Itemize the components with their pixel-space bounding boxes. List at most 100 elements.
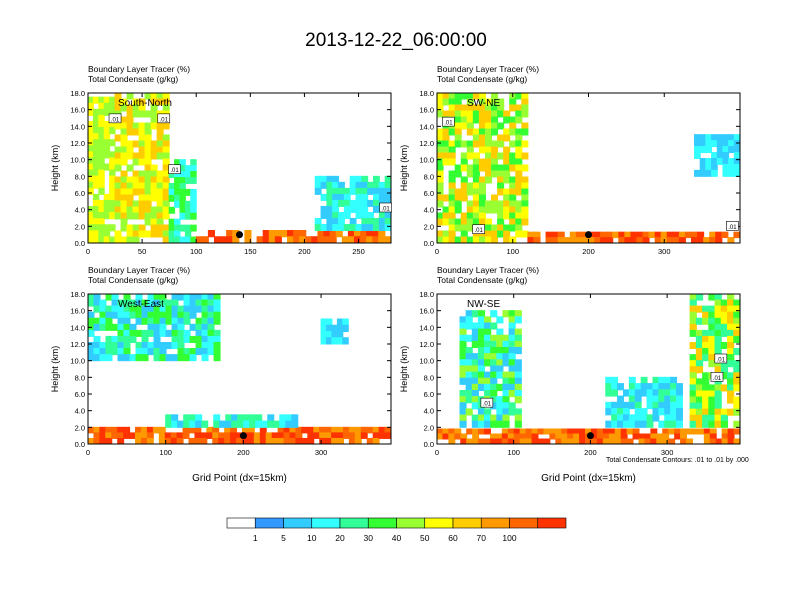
tracer-cell <box>207 311 215 319</box>
tracer-cell <box>99 311 107 319</box>
tracer-cell <box>123 299 131 307</box>
tracer-cell <box>514 340 522 349</box>
x-tick-label: 100 <box>159 448 172 457</box>
tracer-cell <box>491 152 499 160</box>
tracer-cell <box>183 329 191 337</box>
tracer-cell <box>650 433 658 440</box>
tracer-cell <box>454 218 462 226</box>
tracer-cell <box>454 236 462 243</box>
tracer-cell <box>495 433 503 440</box>
tracer-cell <box>490 371 498 379</box>
tracer-cell <box>733 231 740 239</box>
tracer-cell <box>98 151 105 159</box>
y-tick-label: 4.0 <box>424 407 434 416</box>
plot-frame <box>87 92 392 244</box>
tracer-cell <box>509 116 517 124</box>
tracer-cell <box>503 212 511 220</box>
tracer-cell <box>460 93 468 100</box>
tracer-cell <box>224 426 232 434</box>
tracer-cell <box>189 311 197 319</box>
tracer-cell <box>117 335 125 343</box>
tracer-cell <box>338 211 345 219</box>
tracer-cell <box>650 438 658 444</box>
tracer-cell <box>88 145 94 153</box>
tracer-cell <box>573 438 581 444</box>
tracer-cell <box>311 236 319 243</box>
tracer-cell <box>232 236 240 243</box>
tracer-cell <box>689 366 697 374</box>
tracer-cell <box>99 348 107 356</box>
tracer-cell <box>195 236 203 243</box>
tracer-cell <box>189 348 197 356</box>
tracer-cell <box>183 348 191 356</box>
tracer-cell <box>491 116 499 124</box>
tracer-cell <box>733 335 740 343</box>
tracer-cell <box>437 200 444 208</box>
tracer-cell <box>448 104 456 112</box>
tracer-cell <box>293 236 301 243</box>
tracer-cell <box>652 408 660 416</box>
tracer-cell <box>490 322 498 330</box>
tracer-cell <box>138 110 146 118</box>
tracer-cell <box>646 389 654 397</box>
tracer-cell <box>168 171 176 179</box>
tracer-cell <box>384 187 391 195</box>
tracer-cell <box>126 110 134 118</box>
tracer-cell <box>720 360 729 368</box>
tracer-cell <box>93 426 101 434</box>
tracer-cell <box>437 158 444 166</box>
tracer-cell <box>722 157 730 165</box>
colorbar-label: 30 <box>364 533 374 543</box>
tracer-cell <box>442 134 450 142</box>
tracer-cell <box>120 206 128 214</box>
tracer-cell <box>478 182 486 190</box>
tracer-cell <box>484 98 493 106</box>
tracer-cell <box>491 224 499 232</box>
tracer-cell <box>92 120 100 129</box>
tracer-cell <box>478 146 486 154</box>
tracer-cell <box>126 128 134 136</box>
tracer-cell <box>722 152 730 159</box>
tracer-cell <box>521 140 529 148</box>
tracer-cell <box>88 169 94 177</box>
tracer-cell <box>189 420 197 428</box>
tracer-cell <box>702 329 710 337</box>
tracer-cell <box>448 158 456 166</box>
tracer-cell <box>594 231 602 239</box>
tracer-cell <box>708 323 716 331</box>
tracer-cell <box>126 212 134 220</box>
tracer-cell <box>144 188 152 196</box>
tracer-cell <box>129 311 137 319</box>
tracer-cell <box>519 433 527 440</box>
tracer-cell <box>437 164 444 172</box>
tracer-cell <box>702 348 710 356</box>
tracer-cell <box>472 212 480 220</box>
tracer-cell <box>484 408 492 416</box>
tracer-cell <box>319 426 327 434</box>
tracer-cell <box>99 341 107 350</box>
tracer-cell <box>150 140 158 148</box>
tracer-cell <box>120 116 128 124</box>
tracer-cell <box>135 305 143 313</box>
tracer-cell <box>448 200 456 208</box>
tracer-cell <box>159 329 167 337</box>
tracer-cell <box>490 340 498 349</box>
tracer-cell <box>168 194 176 202</box>
tracer-cell <box>384 193 391 201</box>
tracer-cell <box>190 159 197 167</box>
tracer-cell <box>680 438 688 444</box>
tracer-cell <box>326 331 333 339</box>
tracer-cell <box>378 181 386 189</box>
tracer-cell <box>521 194 529 202</box>
tracer-cell <box>213 317 221 325</box>
tracer-cell <box>88 212 94 220</box>
tracer-cell <box>88 354 95 362</box>
tracer-cell <box>111 323 119 331</box>
tracer-cell <box>274 236 282 243</box>
tracer-cell <box>355 187 363 195</box>
tracer-cell <box>508 377 516 385</box>
tracer-cell <box>265 432 273 439</box>
tracer-cell <box>521 188 529 196</box>
tracer-cell <box>514 414 522 422</box>
tracer-cell <box>98 199 105 208</box>
